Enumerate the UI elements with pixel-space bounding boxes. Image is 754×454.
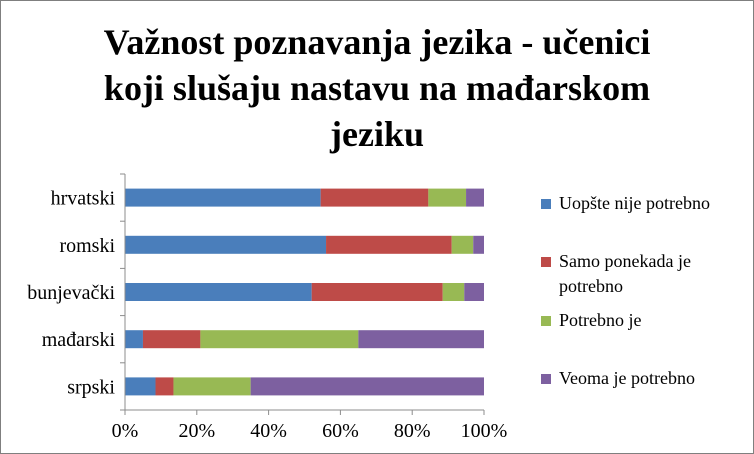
x-tick-label: 40% [250,420,287,442]
category-label: bunjevački [27,282,115,304]
chart-title: Važnost poznavanja jezika - učenici koji… [103,22,651,154]
legend-label: Samo ponekada je potrebno [559,251,691,296]
category-label: romski [59,235,115,257]
bar-hrvatski-series-0 [125,188,321,207]
bar-romski-series-3 [473,235,484,254]
bar-bunjevački-series-2 [442,283,465,301]
bar-srpski-series-3 [250,377,484,396]
bar-srpski-series-2 [173,377,251,396]
category-label: hrvatski [51,188,116,210]
bar-mađarski-series-1 [142,330,201,349]
legend-label: Potrebno je [559,310,642,330]
bar-romski-series-1 [326,235,452,254]
legend-label: Uopšte nije potrebno [559,193,710,213]
legend: Uopšte nije potrebno Samo ponekada je pot… [541,186,751,406]
x-tick-label: 100% [461,420,508,442]
bar-romski-series-2 [451,235,474,254]
x-tick-label: 60% [322,420,359,442]
category-label: mađarski [42,329,116,351]
bar-bunjevački-series-1 [311,283,443,301]
bar-hrvatski-series-3 [466,188,484,207]
x-tick-label: 20% [178,420,215,442]
bar-bunjevački-series-3 [464,283,484,301]
bar-mađarski-series-3 [358,330,484,349]
bar-hrvatski-series-2 [428,188,467,207]
category-label: srpski [67,376,115,398]
bar-hrvatski-series-1 [320,188,429,207]
bar-mađarski-series-2 [200,330,359,349]
legend-swatch [541,374,551,384]
bar-srpski-series-1 [155,377,174,396]
bar-mađarski-series-0 [125,330,143,349]
bar-srpski-series-0 [125,377,156,396]
bar-bunjevački-series-0 [125,283,312,301]
x-tick-label: 80% [394,420,431,442]
legend-swatch [541,257,551,267]
legend-swatch [541,199,551,209]
bar-romski-series-0 [125,235,327,254]
legend-swatch [541,316,551,326]
legend-label: Veoma je potrebno [559,368,695,388]
x-tick-label: 0% [112,420,139,442]
